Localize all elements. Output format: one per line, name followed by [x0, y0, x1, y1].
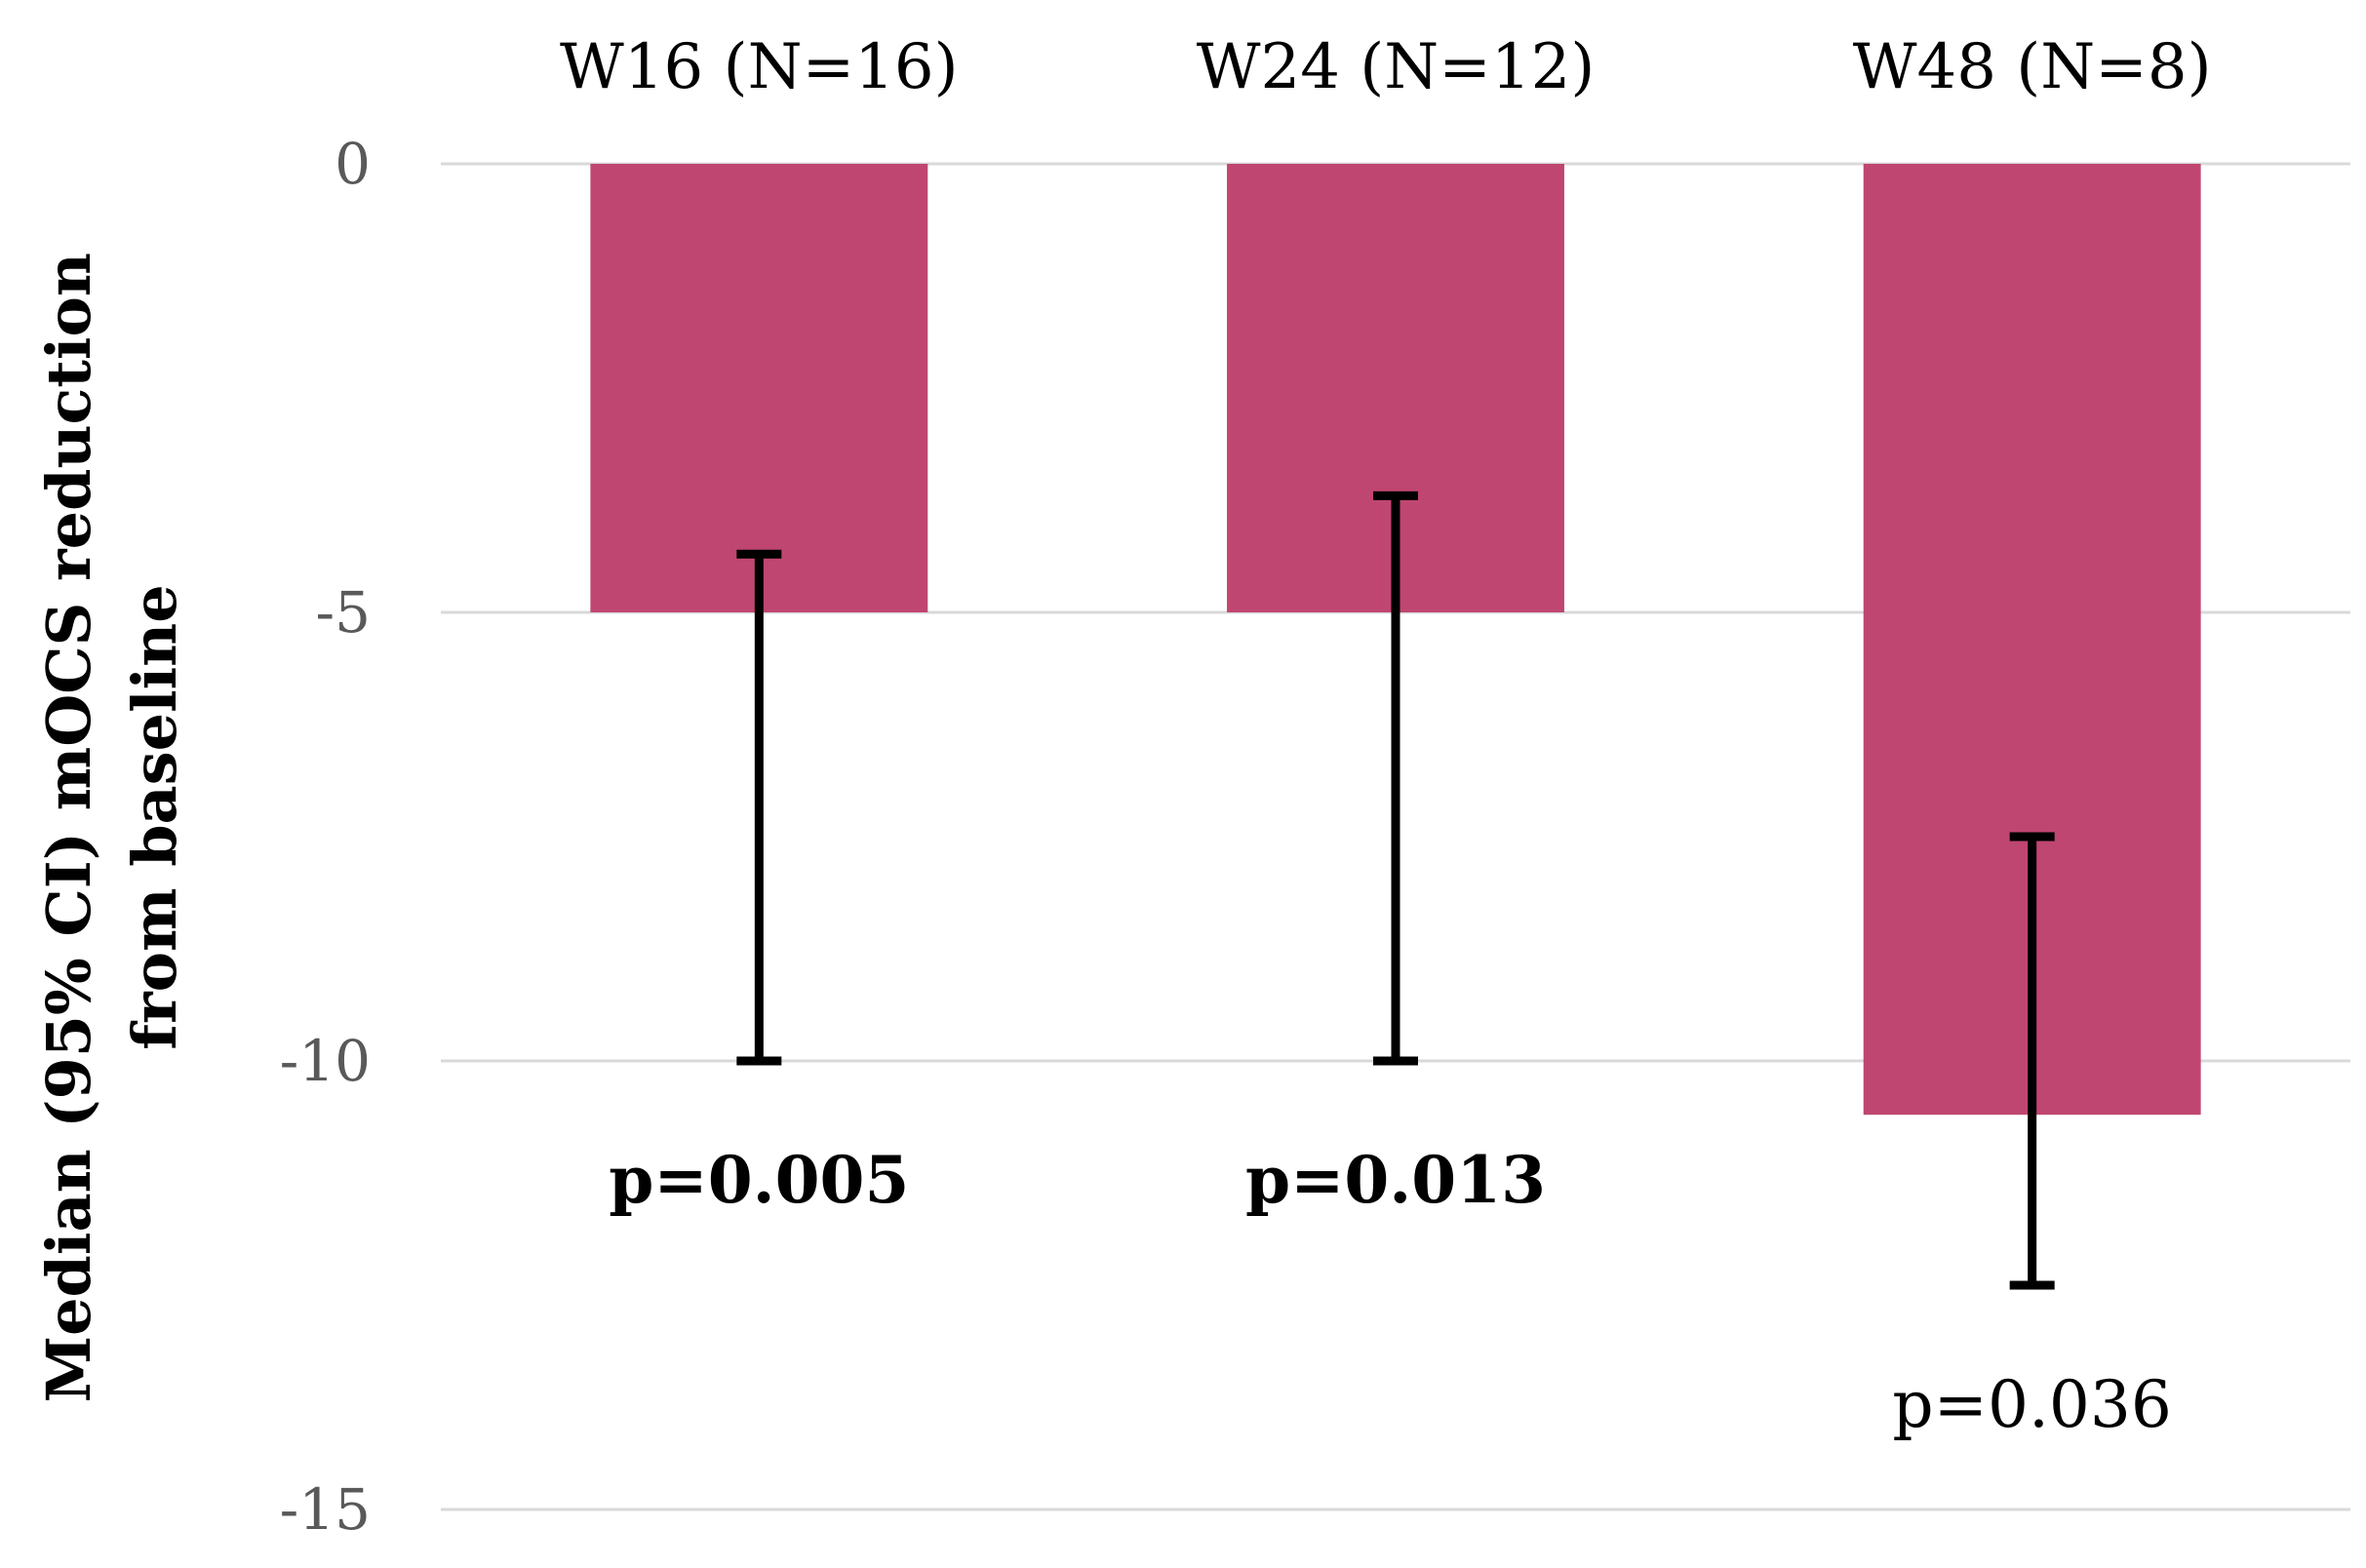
error-bar-layer: [736, 490, 2055, 1290]
category-label: W24 (N=12): [1197, 31, 1596, 103]
y-axis-title-line-2: from baseline: [119, 584, 190, 1049]
y-tick-label: -10: [280, 1028, 371, 1094]
y-axis-title: Median (95% CI) mOCS reduction from base…: [33, 231, 190, 1402]
p-value-label: p=0.036: [1892, 1367, 2172, 1442]
category-label: W48 (N=8): [1853, 31, 2212, 103]
label-layer: W16 (N=16) p=0.005 W24 (N=12) p=0.013 W48 (N…: [560, 31, 2212, 1442]
y-tick-label: -5: [316, 579, 372, 646]
bar-layer: [590, 164, 2201, 1116]
y-tick-label: 0: [335, 131, 371, 197]
category-label: W16 (N=16): [560, 31, 959, 103]
y-axis-title-line-1: Median (95% CI) mOCS reduction: [33, 253, 104, 1402]
bar: [590, 164, 928, 612]
p-value-label: p=0.005: [609, 1142, 909, 1218]
p-value-label: p=0.013: [1245, 1142, 1546, 1218]
y-tick-label: -15: [280, 1476, 371, 1543]
